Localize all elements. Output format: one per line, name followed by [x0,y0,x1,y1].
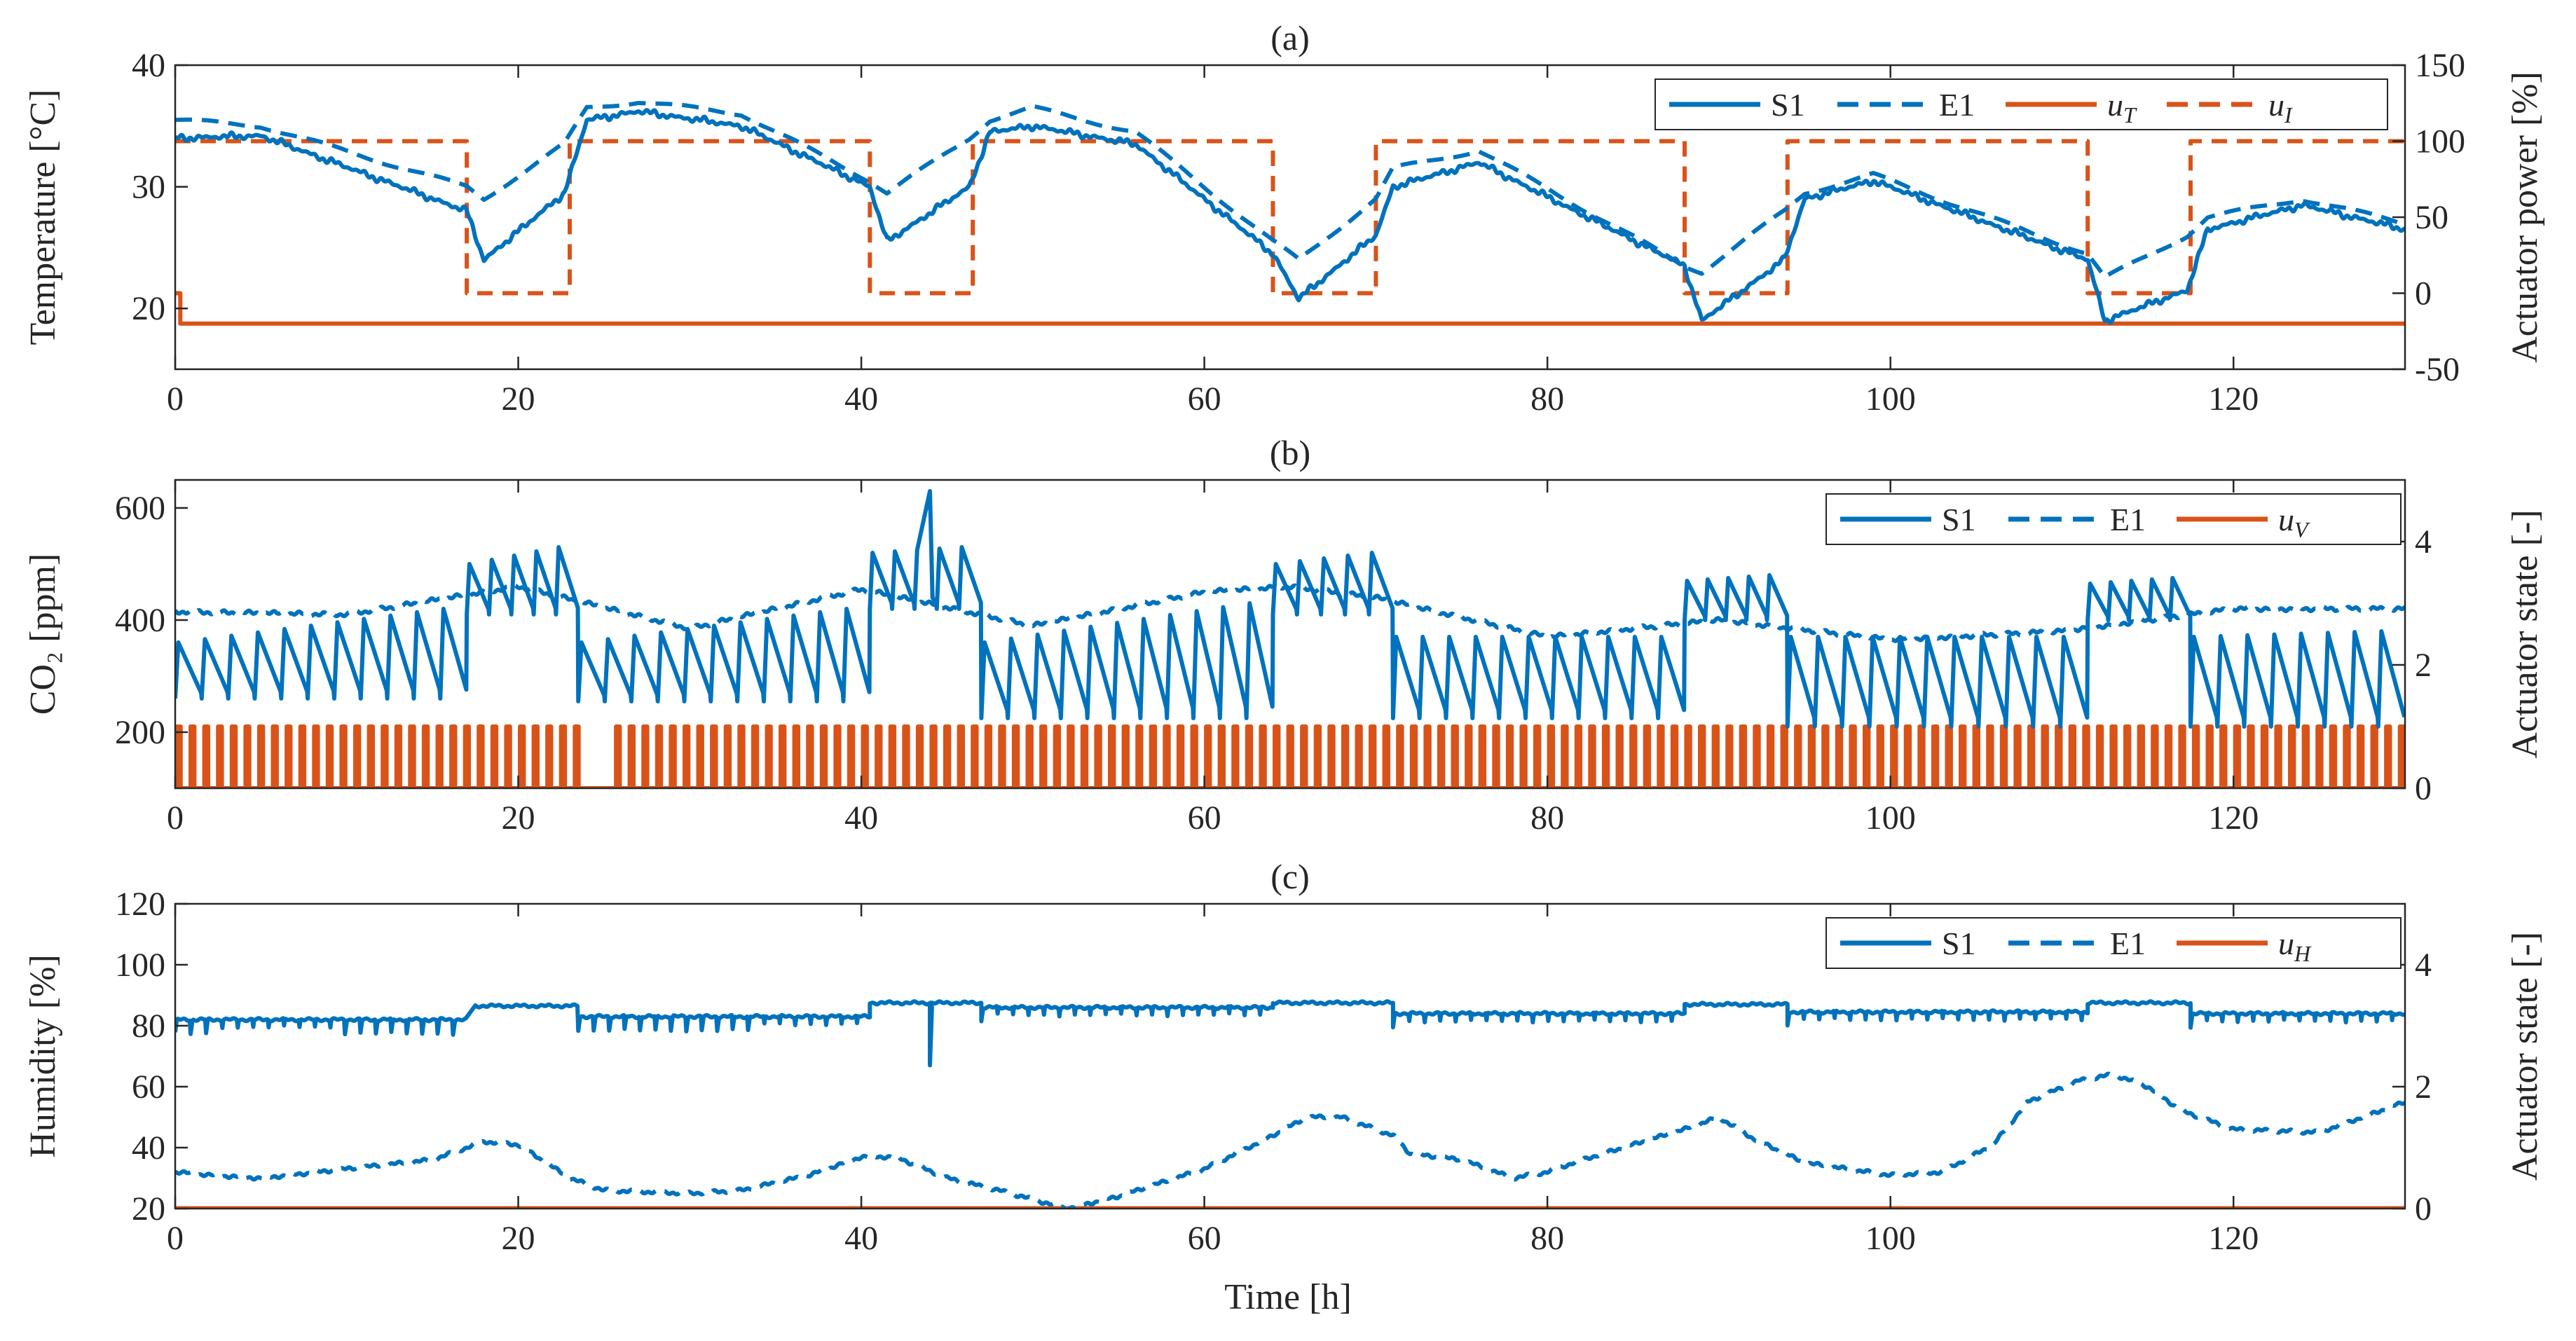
y-right-tick-label: 150 [2415,47,2465,84]
y-right-tick-label: 4 [2415,523,2432,561]
x-tick-label: 120 [2208,380,2259,418]
y-left-tick-label: 400 [115,602,165,639]
y-right-tick-label: 2 [2415,647,2432,684]
y-left-tick-label: 20 [132,290,165,327]
series-uV-line [175,724,2405,788]
x-axis-label: Time [h] [1224,1277,1352,1317]
y-left-axis-label: Humidity [%] [23,954,63,1157]
y-right-tick-label: 0 [2415,1190,2432,1227]
axes-box [174,479,2406,790]
x-tick-label: 20 [502,380,535,418]
legend-label: E1 [2110,926,2146,961]
x-tick-label: 80 [1530,380,1564,418]
y-right-tick-label: 0 [2415,275,2432,312]
panel-title: (b) [1270,433,1310,472]
axes-box [174,902,2406,1210]
y-left-tick-label: 80 [132,1008,165,1045]
series-uI-line [175,139,2405,296]
x-tick-label: 40 [844,380,878,418]
y-left-tick-label: 60 [132,1068,165,1106]
y-left-tick-label: 20 [132,1190,165,1227]
legend-label: E1 [2110,502,2146,537]
y-left-axis-label: Temperature [°C] [23,89,63,345]
y-left-tick-label: 600 [115,490,165,527]
legend-label-sub: H [2294,941,2312,966]
series-S1-line [175,999,2405,1068]
y-right-axis-label: Actuator power [%] [2505,71,2545,363]
y-right-tick-label: 4 [2415,947,2432,984]
legend-label: S1 [1771,87,1805,123]
y-left-tick-label: 40 [132,1129,165,1167]
x-tick-label: 40 [844,1220,878,1257]
y-right-tick-label: 50 [2415,199,2448,236]
legend: S1 E1 uT uI [1654,78,2388,130]
series-S1-line [175,108,2405,325]
legend: S1 E1 uH [1825,917,2402,969]
legend-label-sub: I [2284,102,2293,128]
y-right-tick-label: -50 [2415,351,2460,388]
x-tick-label: 0 [167,1220,184,1257]
x-tick-label: 60 [1188,1220,1221,1257]
y-left-tick-label: 120 [115,886,165,923]
plot-area [175,101,2405,326]
y-right-tick-label: 0 [2415,770,2432,807]
y-right-axis-label: Actuator state [-] [2505,509,2545,758]
y-left-tick-label: 30 [132,169,165,206]
legend-label-main: u [2278,502,2294,537]
x-tick-label: 60 [1188,380,1221,418]
y-right-tick-label: 100 [2415,123,2465,160]
x-tick-label: 0 [167,799,184,837]
x-tick-label: 100 [1865,380,1916,418]
legend-label: uH [2278,926,2312,966]
legend-label: S1 [1942,502,1976,537]
legend-label: S1 [1942,926,1976,961]
legend-label: uI [2268,87,2293,128]
legend-label-main: u [2268,87,2284,123]
series-E1-line [175,1071,2405,1209]
x-tick-label: 0 [167,380,184,418]
x-tick-label: 20 [502,1220,535,1257]
panel-b: 0 20 40 60 80 100 120 200 400 600 0 2 4 (b) CO₂ [ppm] A… [23,433,2545,837]
x-tick-label: 60 [1188,799,1221,837]
legend-label-sub: T [2123,102,2137,128]
plot-area [175,489,2405,788]
x-tick-label: 20 [502,799,535,837]
series-E1-line [175,101,2405,280]
x-tick-label: 80 [1530,799,1564,837]
x-tick-label: 120 [2208,1220,2259,1257]
legend-label-sub: V [2294,517,2310,542]
x-tick-label: 100 [1865,1220,1916,1257]
panel-title: (a) [1270,18,1310,57]
series-E1-line [175,583,2405,644]
plot-area [175,999,2405,1209]
series-uT-line [175,291,2405,326]
legend: S1 E1 uV [1825,493,2402,545]
y-left-axis-label: CO₂ [ppm] [23,553,63,715]
x-tick-label: 40 [844,799,878,837]
legend-label-main: u [2107,87,2123,123]
y-left-tick-label: 40 [132,47,165,84]
panel-a: 0 20 40 60 80 100 120 20 30 40 -50 0 50 100 150 (a) Temp… [23,18,2545,418]
x-tick-label: 100 [1865,799,1916,837]
series-S1-line [175,489,2405,729]
legend-label-main: u [2278,926,2294,961]
legend-label: uT [2107,87,2137,128]
x-tick-label: 120 [2208,799,2259,837]
x-tick-label: 80 [1530,1220,1564,1257]
y-left-tick-label: 200 [115,714,165,751]
panel-title: (c) [1270,857,1310,896]
legend-label: uV [2278,502,2310,542]
y-right-axis-label: Actuator state [-] [2505,932,2545,1181]
y-left-tick-label: 100 [115,947,165,984]
legend-label: E1 [1939,87,1975,123]
y-right-tick-label: 2 [2415,1068,2432,1106]
panel-c: 0 20 40 60 80 100 12020406080100120024(c)Humid… [23,857,2545,1257]
